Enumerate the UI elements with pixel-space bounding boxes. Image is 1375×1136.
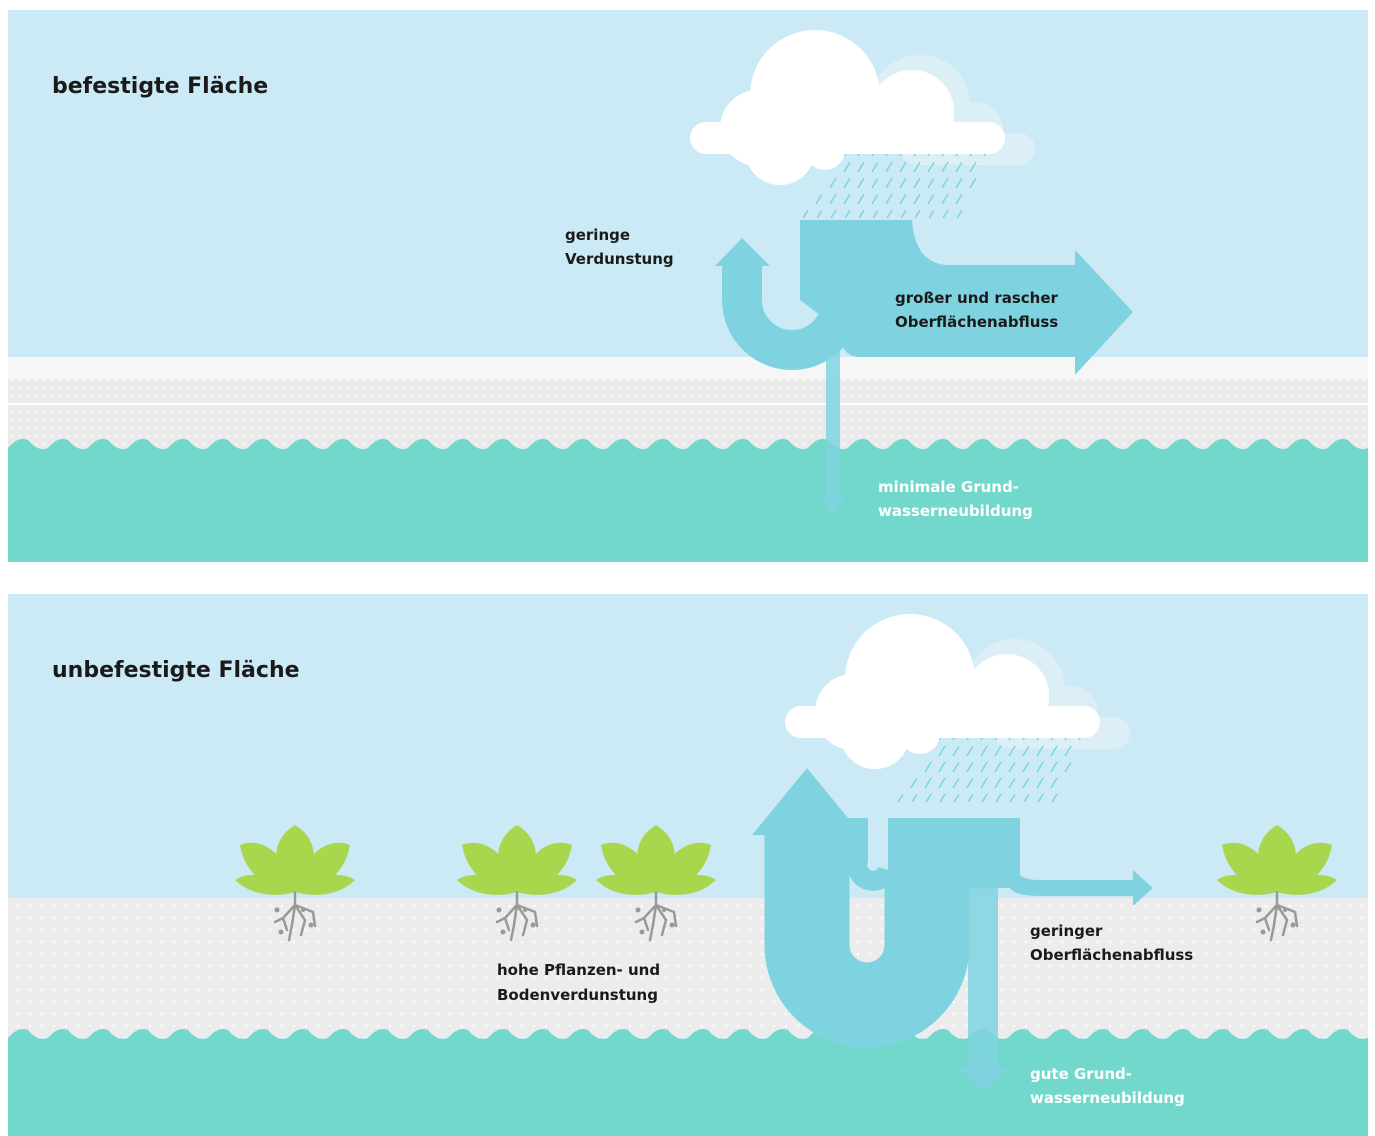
- label: wasserneubildung: [878, 502, 1033, 520]
- label: Verdunstung: [565, 250, 674, 268]
- panel-title: befestigte Fläche: [52, 74, 268, 99]
- label: wasserneubildung: [1030, 1089, 1185, 1107]
- label: geringe: [565, 226, 630, 244]
- label: gute Grund-: [1030, 1065, 1132, 1083]
- label: minimale Grund-: [878, 478, 1019, 496]
- label: geringer: [1030, 922, 1103, 940]
- label: großer und rascher: [895, 289, 1059, 307]
- label: Oberflächenabfluss: [895, 313, 1058, 331]
- water: [8, 439, 1368, 562]
- diagram: befestigte Fläche geringe Verdunstung gr…: [0, 0, 1375, 1136]
- water: [8, 1029, 1368, 1136]
- label: Bodenverdunstung: [497, 986, 658, 1004]
- panel-title: unbefestigte Fläche: [52, 658, 300, 683]
- label: hohe Pflanzen- und: [497, 961, 660, 979]
- label: Oberflächenabfluss: [1030, 946, 1193, 964]
